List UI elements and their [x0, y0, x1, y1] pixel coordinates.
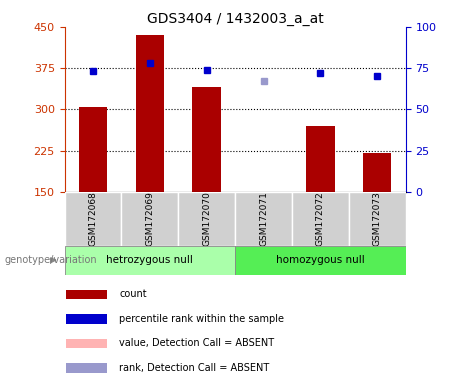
- Text: count: count: [119, 290, 147, 300]
- Bar: [235, 192, 292, 246]
- Bar: [121, 192, 178, 246]
- Text: GSM172070: GSM172070: [202, 192, 211, 246]
- Text: hetrozygous null: hetrozygous null: [106, 255, 193, 265]
- Bar: [292, 192, 349, 246]
- Text: GSM172071: GSM172071: [259, 192, 268, 246]
- Text: percentile rank within the sample: percentile rank within the sample: [119, 314, 284, 324]
- Text: GSM172073: GSM172073: [373, 192, 382, 246]
- Bar: [363, 154, 391, 192]
- Bar: [235, 246, 406, 275]
- Text: rank, Detection Call = ABSENT: rank, Detection Call = ABSENT: [119, 363, 269, 373]
- Text: homozygous null: homozygous null: [276, 255, 365, 265]
- Text: GSM172068: GSM172068: [89, 192, 97, 246]
- Text: genotype/variation: genotype/variation: [5, 255, 97, 265]
- Bar: [193, 88, 221, 192]
- Bar: [306, 126, 335, 192]
- Bar: [66, 339, 107, 348]
- Bar: [65, 246, 235, 275]
- Text: GSM172069: GSM172069: [145, 192, 154, 246]
- Bar: [79, 107, 107, 192]
- Bar: [66, 314, 107, 324]
- Bar: [178, 192, 235, 246]
- Bar: [65, 192, 121, 246]
- Title: GDS3404 / 1432003_a_at: GDS3404 / 1432003_a_at: [147, 12, 324, 26]
- Bar: [66, 363, 107, 373]
- Text: GSM172072: GSM172072: [316, 192, 325, 246]
- Bar: [136, 35, 164, 192]
- Bar: [66, 290, 107, 300]
- Bar: [349, 192, 406, 246]
- Text: value, Detection Call = ABSENT: value, Detection Call = ABSENT: [119, 338, 274, 348]
